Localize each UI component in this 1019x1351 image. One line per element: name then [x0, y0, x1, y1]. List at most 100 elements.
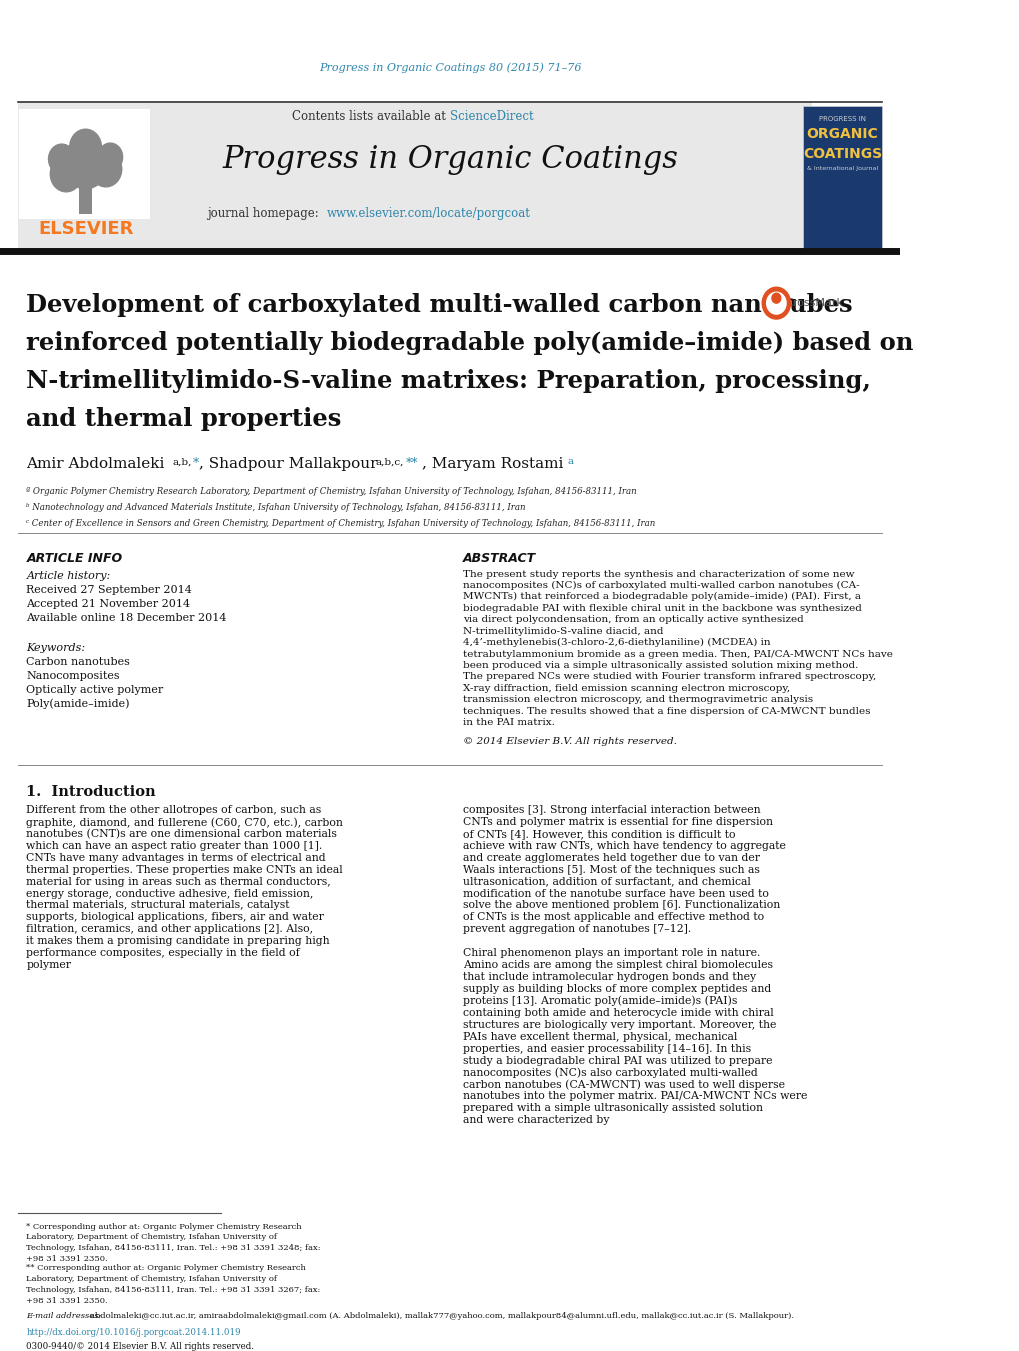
Text: +98 31 3391 2350.: +98 31 3391 2350. — [26, 1255, 108, 1263]
Text: a,b,c,: a,b,c, — [375, 457, 404, 466]
Text: The present study reports the synthesis and characterization of some new: The present study reports the synthesis … — [463, 570, 854, 578]
Text: , Maryam Rostami: , Maryam Rostami — [421, 457, 562, 471]
Text: performance composites, especially in the field of: performance composites, especially in th… — [26, 948, 300, 958]
Text: journal homepage:: journal homepage: — [207, 207, 326, 220]
Text: prepared with a simple ultrasonically assisted solution: prepared with a simple ultrasonically as… — [463, 1104, 762, 1113]
Text: energy storage, conductive adhesive, field emission,: energy storage, conductive adhesive, fie… — [26, 889, 314, 898]
Text: nanocomposites (NC)s of carboxylated multi-walled carbon nanotubes (CA-: nanocomposites (NC)s of carboxylated mul… — [463, 581, 859, 590]
Text: ORGANIC: ORGANIC — [806, 127, 877, 141]
Text: © 2014 Elsevier B.V. All rights reserved.: © 2014 Elsevier B.V. All rights reserved… — [463, 738, 677, 747]
Text: nanotubes (CNT)s are one dimensional carbon materials: nanotubes (CNT)s are one dimensional car… — [26, 830, 337, 839]
Text: ELSEVIER: ELSEVIER — [38, 220, 133, 238]
Text: ScienceDirect: ScienceDirect — [449, 109, 533, 123]
Text: Amir Abdolmaleki: Amir Abdolmaleki — [26, 457, 165, 471]
Text: CrossMark: CrossMark — [785, 299, 843, 308]
Text: Accepted 21 November 2014: Accepted 21 November 2014 — [26, 600, 191, 609]
Text: Keywords:: Keywords: — [26, 643, 86, 653]
Text: via direct polycondensation, from an optically active synthesized: via direct polycondensation, from an opt… — [463, 615, 803, 624]
Circle shape — [766, 292, 786, 313]
Text: a,b,: a,b, — [173, 457, 193, 466]
Text: and thermal properties: and thermal properties — [26, 407, 341, 431]
Text: supply as building blocks of more complex peptides and: supply as building blocks of more comple… — [463, 984, 770, 994]
Circle shape — [69, 130, 101, 165]
Text: & International Journal: & International Journal — [806, 166, 877, 172]
Text: achieve with raw CNTs, which have tendency to aggregate: achieve with raw CNTs, which have tenden… — [463, 840, 786, 851]
Text: nanocomposites (NC)s also carboxylated multi-walled: nanocomposites (NC)s also carboxylated m… — [463, 1067, 757, 1078]
Text: of CNTs is the most applicable and effective method to: of CNTs is the most applicable and effec… — [463, 912, 763, 923]
Circle shape — [90, 151, 121, 186]
Text: ABSTRACT: ABSTRACT — [463, 551, 536, 565]
Text: modification of the nanotube surface have been used to: modification of the nanotube surface hav… — [463, 889, 768, 898]
Text: filtration, ceramics, and other applications [2]. Also,: filtration, ceramics, and other applicat… — [26, 924, 313, 935]
FancyBboxPatch shape — [17, 101, 811, 249]
Circle shape — [49, 145, 75, 174]
Text: *: * — [193, 457, 199, 470]
Text: Progress in Organic Coatings 80 (2015) 71–76: Progress in Organic Coatings 80 (2015) 7… — [318, 62, 581, 73]
Text: Technology, Isfahan, 84156-83111, Iran. Tel.: +98 31 3391 3248; fax:: Technology, Isfahan, 84156-83111, Iran. … — [26, 1244, 321, 1252]
Text: N-trimellitylimido-S-valine matrixes: Preparation, processing,: N-trimellitylimido-S-valine matrixes: Pr… — [26, 369, 870, 393]
Text: material for using in areas such as thermal conductors,: material for using in areas such as ther… — [26, 877, 331, 886]
Text: Different from the other allotropes of carbon, such as: Different from the other allotropes of c… — [26, 805, 321, 815]
Text: ᵇ Nanotechnology and Advanced Materials Institute, Isfahan University of Technol: ᵇ Nanotechnology and Advanced Materials … — [26, 503, 526, 512]
Text: ARTICLE INFO: ARTICLE INFO — [26, 551, 122, 565]
Text: PAIs have excellent thermal, physical, mechanical: PAIs have excellent thermal, physical, m… — [463, 1032, 737, 1042]
Text: , Shadpour Mallakpour: , Shadpour Mallakpour — [199, 457, 377, 471]
Text: biodegradable PAI with flexible chiral unit in the backbone was synthesized: biodegradable PAI with flexible chiral u… — [463, 604, 861, 613]
Text: which can have an aspect ratio greater than 1000 [1].: which can have an aspect ratio greater t… — [26, 840, 322, 851]
Text: study a biodegradable chiral PAI was utilized to prepare: study a biodegradable chiral PAI was uti… — [463, 1055, 772, 1066]
Text: Development of carboxylated multi-walled carbon nanotubes: Development of carboxylated multi-walled… — [26, 293, 852, 317]
Text: * Corresponding author at: Organic Polymer Chemistry Research: * Corresponding author at: Organic Polym… — [26, 1223, 302, 1231]
Text: CNTs have many advantages in terms of electrical and: CNTs have many advantages in terms of el… — [26, 852, 326, 863]
Text: tetrabutylammonium bromide as a green media. Then, PAI/CA-MWCNT NCs have: tetrabutylammonium bromide as a green me… — [463, 650, 893, 658]
Circle shape — [771, 293, 780, 303]
Text: Laboratory, Department of Chemistry, Isfahan University of: Laboratory, Department of Chemistry, Isf… — [26, 1233, 277, 1242]
Text: Received 27 September 2014: Received 27 September 2014 — [26, 585, 193, 596]
Circle shape — [98, 143, 122, 172]
Text: ** Corresponding author at: Organic Polymer Chemistry Research: ** Corresponding author at: Organic Poly… — [26, 1265, 306, 1273]
Text: transmission electron microscopy, and thermogravimetric analysis: transmission electron microscopy, and th… — [463, 696, 812, 704]
Text: Amino acids are among the simplest chiral biomolecules: Amino acids are among the simplest chira… — [463, 961, 772, 970]
Text: and were characterized by: and were characterized by — [463, 1115, 609, 1125]
Text: PROGRESS IN: PROGRESS IN — [818, 116, 865, 123]
Text: Progress in Organic Coatings: Progress in Organic Coatings — [222, 143, 678, 174]
Text: polymer: polymer — [26, 961, 71, 970]
Text: 1.  Introduction: 1. Introduction — [26, 785, 156, 800]
Text: and create agglomerates held together due to van der: and create agglomerates held together du… — [463, 852, 759, 863]
Text: proteins [13]. Aromatic poly(amide–imide)s (PAI)s: proteins [13]. Aromatic poly(amide–imide… — [463, 996, 737, 1006]
Text: containing both amide and heterocycle imide with chiral: containing both amide and heterocycle im… — [463, 1008, 773, 1017]
FancyBboxPatch shape — [19, 109, 150, 219]
Text: Poly(amide–imide): Poly(amide–imide) — [26, 698, 129, 709]
Text: carbon nanotubes (CA-MWCNT) was used to well disperse: carbon nanotubes (CA-MWCNT) was used to … — [463, 1079, 785, 1090]
Text: supports, biological applications, fibers, air and water: supports, biological applications, fiber… — [26, 912, 324, 923]
Text: Waals interactions [5]. Most of the techniques such as: Waals interactions [5]. Most of the tech… — [463, 865, 759, 874]
Text: Laboratory, Department of Chemistry, Isfahan University of: Laboratory, Department of Chemistry, Isf… — [26, 1275, 277, 1283]
Text: +98 31 3391 2350.: +98 31 3391 2350. — [26, 1297, 108, 1305]
Text: prevent aggregation of nanotubes [7–12].: prevent aggregation of nanotubes [7–12]. — [463, 924, 691, 935]
Text: properties, and easier processability [14–16]. In this: properties, and easier processability [1… — [463, 1043, 751, 1054]
Text: Chiral phenomenon plays an important role in nature.: Chiral phenomenon plays an important rol… — [463, 948, 760, 958]
Circle shape — [63, 139, 108, 189]
Text: a: a — [567, 457, 573, 466]
Text: N-trimellitylimido-S-valine diacid, and: N-trimellitylimido-S-valine diacid, and — [463, 627, 663, 636]
Text: structures are biologically very important. Moreover, the: structures are biologically very importa… — [463, 1020, 775, 1029]
Text: thermal properties. These properties make CNTs an ideal: thermal properties. These properties mak… — [26, 865, 342, 874]
Text: reinforced potentially biodegradable poly(amide–imide) based on: reinforced potentially biodegradable pol… — [26, 331, 913, 355]
Text: techniques. The results showed that a fine dispersion of CA-MWCNT bundles: techniques. The results showed that a fi… — [463, 707, 870, 716]
Text: ultrasonication, addition of surfactant, and chemical: ultrasonication, addition of surfactant,… — [463, 877, 750, 886]
Text: 0300-9440/© 2014 Elsevier B.V. All rights reserved.: 0300-9440/© 2014 Elsevier B.V. All right… — [26, 1342, 254, 1351]
FancyBboxPatch shape — [802, 107, 881, 250]
Text: Technology, Isfahan, 84156-83111, Iran. Tel.: +98 31 3391 3267; fax:: Technology, Isfahan, 84156-83111, Iran. … — [26, 1286, 321, 1294]
Text: Nanocomposites: Nanocomposites — [26, 671, 120, 681]
Text: Article history:: Article history: — [26, 571, 111, 581]
Text: Available online 18 December 2014: Available online 18 December 2014 — [26, 613, 227, 623]
Text: X-ray diffraction, field emission scanning electron microscopy,: X-ray diffraction, field emission scanni… — [463, 684, 790, 693]
Text: composites [3]. Strong interfacial interaction between: composites [3]. Strong interfacial inter… — [463, 805, 760, 815]
Text: Carbon nanotubes: Carbon nanotubes — [26, 657, 130, 667]
Text: of CNTs [4]. However, this condition is difficult to: of CNTs [4]. However, this condition is … — [463, 830, 735, 839]
Text: http://dx.doi.org/10.1016/j.porgcoat.2014.11.019: http://dx.doi.org/10.1016/j.porgcoat.201… — [26, 1328, 240, 1337]
Circle shape — [50, 157, 82, 192]
Circle shape — [761, 288, 790, 319]
Text: E-mail addresses:: E-mail addresses: — [26, 1312, 102, 1320]
Bar — [79, 184, 92, 213]
Text: thermal materials, structural materials, catalyst: thermal materials, structural materials,… — [26, 901, 289, 911]
